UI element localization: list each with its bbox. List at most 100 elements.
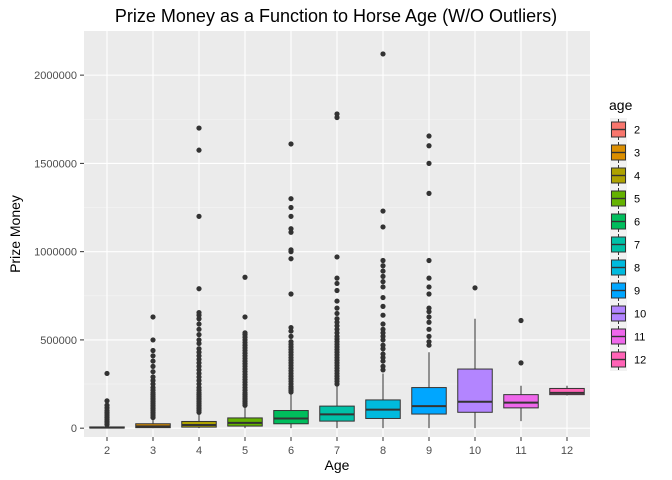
outlier-point <box>380 268 386 274</box>
outlier-point <box>196 321 202 327</box>
y-tick-label: 0 <box>71 423 77 435</box>
outlier-point <box>518 360 524 366</box>
outlier-point <box>288 324 294 331</box>
outlier-point <box>150 369 156 375</box>
x-axis-ticks: 2 3 4 5 6 7 8 9 10 11 12 <box>104 437 573 457</box>
outlier-point <box>518 317 524 324</box>
x-tick-label: 2 <box>104 445 110 457</box>
legend-item-10: 10 <box>610 302 646 325</box>
legend-item-8: 8 <box>610 256 640 279</box>
outlier-point <box>196 147 202 153</box>
outlier-point <box>380 342 386 348</box>
legend-label: 7 <box>634 240 640 252</box>
outlier-point <box>150 347 156 354</box>
y-tick-label: 1000000 <box>34 247 77 259</box>
legend-label: 11 <box>634 332 645 344</box>
outlier-point <box>150 374 156 380</box>
outlier-point <box>380 208 386 214</box>
outlier-point <box>426 160 432 166</box>
outlier-point <box>426 291 432 297</box>
outlier-point <box>380 351 386 357</box>
x-tick-label: 10 <box>469 445 481 457</box>
outlier-point <box>426 190 432 196</box>
outlier-point <box>380 321 386 327</box>
box-age-7 <box>319 111 355 429</box>
x-tick-label: 6 <box>288 445 294 457</box>
box-iqr <box>411 387 447 415</box>
outlier-point <box>334 316 340 322</box>
legend-label: 6 <box>634 217 640 229</box>
outlier-point <box>334 305 340 311</box>
outlier-point <box>288 226 294 232</box>
legend: age 2 3 4 5 6 7 8 9 10 11 12 <box>609 97 646 371</box>
outlier-point <box>426 275 432 281</box>
legend-label: 4 <box>634 171 640 183</box>
box-iqr <box>503 394 539 409</box>
x-tick-label: 9 <box>426 445 432 457</box>
outlier-point <box>150 353 156 359</box>
chart-title: Prize Money as a Function to Horse Age (… <box>115 6 557 26</box>
legend-item-2: 2 <box>610 118 640 141</box>
legend-label: 12 <box>634 355 646 367</box>
outlier-point <box>334 298 340 304</box>
outlier-point <box>104 398 110 404</box>
y-axis-ticks: 0 500000 1000000 1500000 2000000 <box>34 70 84 435</box>
x-tick-label: 7 <box>334 445 340 457</box>
legend-title: age <box>609 97 633 113</box>
box-age-4 <box>181 125 217 429</box>
outlier-point <box>334 310 340 317</box>
outlier-point <box>150 363 156 369</box>
outlier-point <box>380 294 386 301</box>
outlier-point <box>288 141 294 147</box>
box-age-8 <box>365 51 401 429</box>
box-age-6 <box>273 141 309 429</box>
legend-label: 9 <box>634 286 640 298</box>
outlier-point <box>242 274 248 280</box>
box-age-5 <box>227 274 263 429</box>
outlier-point <box>426 326 432 332</box>
x-tick-label: 12 <box>561 445 573 457</box>
outlier-point <box>196 309 202 316</box>
outlier-point <box>426 339 432 345</box>
outlier-point <box>150 314 156 320</box>
outlier-point <box>426 305 432 311</box>
box-age-2 <box>89 370 125 429</box>
outlier-point <box>288 247 294 253</box>
outlier-point <box>196 326 202 332</box>
outlier-point <box>380 363 386 369</box>
outlier-point <box>196 213 202 219</box>
legend-label: 5 <box>634 194 640 206</box>
outlier-point <box>196 337 202 343</box>
x-tick-label: 4 <box>196 445 202 457</box>
x-tick-label: 8 <box>380 445 386 457</box>
outlier-point <box>472 285 478 291</box>
y-tick-label: 500000 <box>40 335 77 347</box>
outlier-point <box>196 346 202 352</box>
legend-label: 10 <box>634 309 646 321</box>
legend-item-3: 3 <box>610 141 640 164</box>
outlier-point <box>426 133 432 139</box>
outlier-point <box>426 314 432 320</box>
outlier-point <box>426 319 432 325</box>
legend-item-7: 7 <box>610 233 640 256</box>
legend-label: 8 <box>634 263 640 275</box>
outlier-point <box>288 339 294 345</box>
box-iqr <box>273 410 309 425</box>
y-axis-title: Prize Money <box>7 195 23 273</box>
outlier-point <box>380 312 386 318</box>
outlier-point <box>242 314 248 320</box>
outlier-point <box>288 333 294 339</box>
legend-item-6: 6 <box>610 210 640 233</box>
outlier-point <box>380 326 386 332</box>
outlier-point <box>334 287 340 294</box>
outlier-point <box>334 280 340 287</box>
outlier-point <box>426 143 432 149</box>
x-tick-label: 3 <box>150 445 156 457</box>
outlier-point <box>288 196 294 202</box>
box-age-11 <box>503 317 539 422</box>
box-age-10 <box>457 285 493 429</box>
outlier-point <box>426 333 432 339</box>
outlier-point <box>104 370 110 377</box>
x-tick-label: 11 <box>515 445 526 457</box>
outlier-point <box>196 332 202 338</box>
